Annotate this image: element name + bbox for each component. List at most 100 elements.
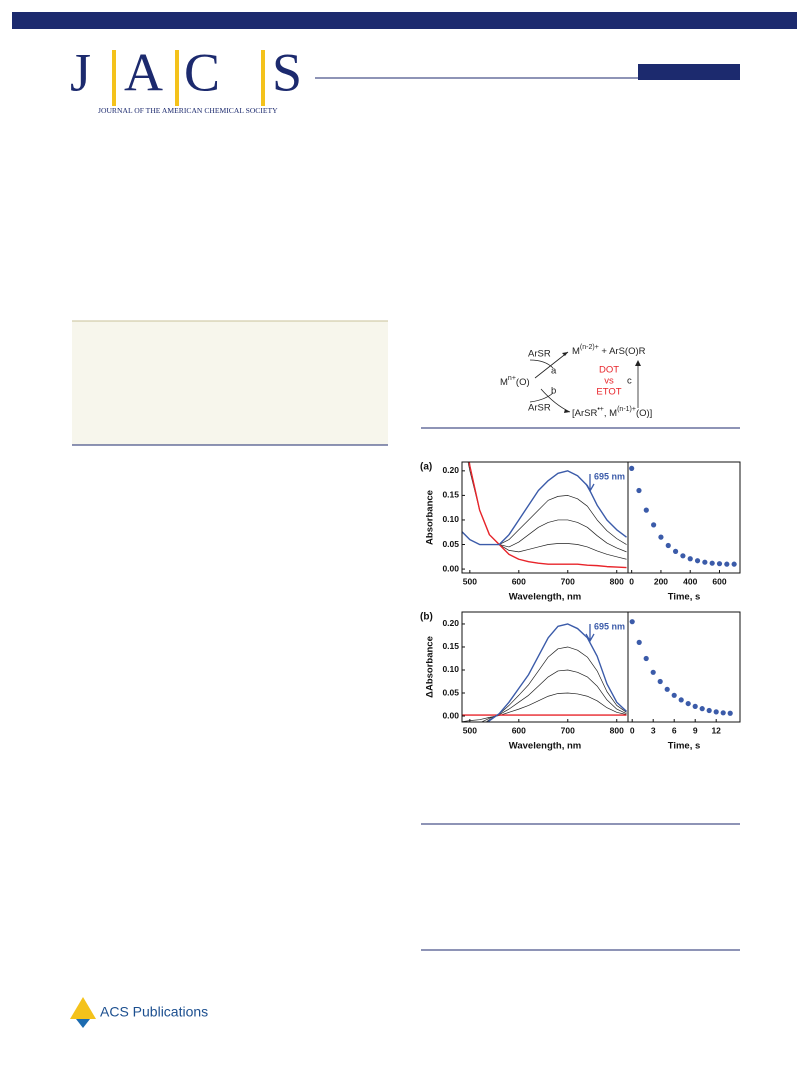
- scheme-mechanism: vs: [604, 376, 614, 387]
- x-tick-label: 0: [630, 725, 635, 735]
- scheme-mechanism: DOT: [599, 365, 619, 376]
- logo-letter: S: [272, 42, 302, 102]
- scheme-text: (O)]: [636, 408, 652, 419]
- scheme-text: ArSR: [528, 349, 551, 360]
- scheme: ArSR M(n-2)+ + ArS(O)R a b c DOT vs ETOT…: [500, 344, 652, 419]
- kinetic-point: [643, 507, 649, 513]
- scheme-text: ArSR: [528, 403, 551, 414]
- x-tick-label: 800: [610, 576, 624, 586]
- logo-letter: A: [124, 42, 163, 102]
- x-tick-label: 400: [683, 576, 697, 586]
- spectrum-line: [486, 623, 628, 722]
- x-tick-label: 700: [561, 576, 575, 586]
- scheme-text: Mn+(O): [500, 375, 530, 388]
- logo-triangle: [70, 997, 96, 1019]
- kinetic-point: [685, 700, 691, 707]
- kinetic-point: [709, 560, 715, 566]
- y-tick-label: 0.00: [442, 710, 459, 720]
- kinetic-point: [706, 707, 712, 714]
- kinetic-point: [678, 697, 684, 703]
- y-axis-label: ΔAbsorbance: [425, 636, 436, 698]
- x-tick-label: 800: [610, 725, 624, 735]
- scheme-label: b: [551, 386, 556, 397]
- x-tick-label: 600: [712, 576, 726, 586]
- arrow: [585, 474, 595, 493]
- y-tick-label: 0.10: [442, 664, 459, 674]
- plot-area: [462, 462, 627, 569]
- logo: J A C S: [70, 42, 302, 106]
- logo-bar: [112, 50, 116, 106]
- scheme-sup: •+: [597, 406, 604, 413]
- kinetic-point: [727, 710, 733, 716]
- kinetic-point: [629, 619, 635, 625]
- scheme-mechanism: ETOT: [596, 387, 621, 398]
- y-tick-label: 0.15: [442, 641, 459, 651]
- x-tick-label: 3: [651, 725, 656, 735]
- scheme-arrow: [529, 351, 639, 413]
- x-axis-label: Time, s: [668, 592, 701, 603]
- x-tick-label: 600: [512, 576, 526, 586]
- acs-logo: ACS Publications: [70, 997, 208, 1028]
- spectrum-line: [480, 669, 627, 722]
- plot-frame: [627, 461, 741, 574]
- kinetic-point: [692, 703, 698, 709]
- kinetic-point: [671, 692, 677, 698]
- y-axis-label: Absorbance: [425, 490, 436, 545]
- x-tick-label: 600: [512, 725, 526, 735]
- kinetic-point: [636, 487, 642, 494]
- journal-name: JOURNAL OF THE AMERICAN CHEMICAL SOCIETY: [98, 106, 278, 115]
- x-tick-label: 700: [561, 725, 575, 735]
- x-tick-label: 6: [672, 725, 677, 735]
- x-tick-label: 200: [654, 576, 668, 586]
- kinetic-point: [651, 522, 657, 528]
- x-tick-label: 12: [711, 725, 721, 735]
- spectrum-line: [462, 692, 627, 722]
- top-bar: [12, 12, 797, 29]
- kinetic-point: [657, 678, 663, 685]
- plot-area: [462, 623, 628, 722]
- scheme-sup: (n-2)+: [580, 344, 599, 351]
- kinetic-point: [650, 669, 656, 675]
- x-axis-label: Wavelength, nm: [509, 592, 582, 603]
- kinetic-point: [720, 710, 726, 716]
- logo-triangle: [76, 1019, 90, 1028]
- y-tick-label: 0.15: [442, 490, 459, 500]
- x-tick-label: 9: [693, 725, 698, 735]
- publisher: ACS Publications: [100, 1004, 208, 1020]
- spectrum-line: [468, 462, 627, 569]
- kinetic-point: [636, 639, 642, 645]
- scheme-sup: n+: [508, 375, 516, 382]
- plot-frame: [627, 611, 741, 723]
- kinetic-point: [713, 709, 719, 715]
- kinetic-point: [724, 561, 730, 567]
- kinetic-point: [664, 686, 670, 692]
- logo-letter: J: [70, 42, 91, 102]
- scheme-label: a: [551, 366, 557, 377]
- scheme-text: M: [500, 377, 508, 388]
- scheme-text: M(n-2)+ + ArS(O)R: [572, 344, 646, 357]
- abstract-box: [72, 321, 388, 445]
- plot-area: [629, 619, 733, 716]
- kinetic-point: [658, 534, 664, 540]
- kinetic-point: [702, 559, 708, 565]
- kinetic-point: [716, 561, 723, 567]
- spectrum-line: [462, 470, 627, 546]
- plot-area: [629, 465, 737, 567]
- y-tick-label: 0.10: [442, 514, 459, 524]
- scheme-text: [ArSR: [572, 408, 597, 419]
- x-tick-label: 500: [463, 576, 477, 586]
- y-tick-label: 0.05: [442, 687, 459, 697]
- kinetic-point: [731, 561, 737, 567]
- x-tick-label: 0: [629, 576, 634, 586]
- kinetic-point: [629, 465, 635, 471]
- scheme-text: , M: [604, 408, 617, 419]
- y-tick-label: 0.20: [442, 618, 459, 628]
- annotation: 695 nm: [594, 471, 625, 481]
- scheme-sup: (n-1)+: [617, 406, 636, 413]
- logo-letter: C: [184, 42, 220, 102]
- x-axis-label: Wavelength, nm: [509, 741, 582, 752]
- arrow: [585, 624, 595, 643]
- kinetic-point: [643, 655, 649, 662]
- spectrum-line: [468, 462, 627, 553]
